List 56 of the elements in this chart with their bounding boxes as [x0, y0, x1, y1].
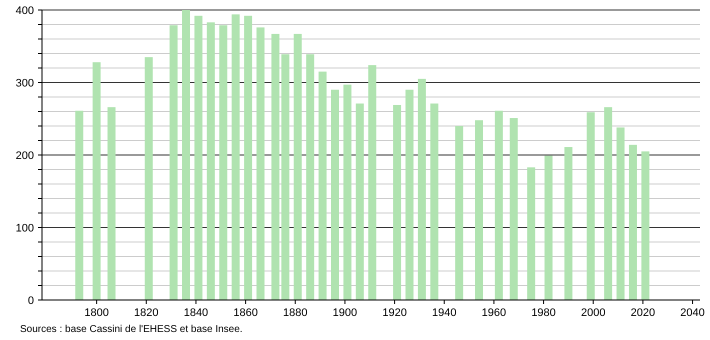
source-note: Sources : base Cassini de l'EHESS et base Insee.: [20, 324, 243, 335]
x-tick-label: 2020: [630, 307, 656, 319]
bar: [616, 127, 625, 300]
bar: [604, 107, 612, 300]
bar: [405, 90, 414, 300]
bar: [92, 62, 101, 300]
bar: [206, 22, 215, 300]
bar: [182, 10, 190, 300]
y-tick-label: 100: [16, 222, 34, 234]
x-tick-label: 1980: [531, 307, 556, 319]
bar: [641, 151, 650, 300]
bar: [108, 107, 116, 300]
bar: [393, 104, 402, 300]
bar: [418, 78, 426, 300]
x-tick-label: 1920: [382, 307, 407, 319]
bar: [318, 72, 327, 300]
bar: [343, 84, 352, 300]
y-tick-label: 400: [16, 4, 34, 17]
bar: [144, 57, 153, 300]
bar: [544, 156, 553, 300]
bar: [256, 27, 265, 300]
bar: [232, 14, 240, 300]
bar: [281, 54, 290, 300]
bar: [271, 34, 280, 300]
bar: [510, 118, 518, 300]
x-tick-label: 1900: [332, 307, 358, 319]
bar: [494, 110, 503, 300]
bar: [475, 120, 484, 300]
x-tick-label: 1960: [482, 307, 506, 319]
bar: [564, 147, 572, 300]
bar: [170, 25, 178, 300]
bar: [306, 54, 314, 300]
y-tick-label: 200: [16, 150, 34, 162]
bar: [368, 65, 376, 300]
bar: [455, 126, 464, 300]
x-tick-label: 1880: [283, 307, 308, 319]
bar: [586, 112, 595, 300]
x-tick-label: 1800: [84, 307, 109, 319]
bar: [244, 16, 252, 300]
bar: [294, 34, 302, 300]
bar: [194, 16, 202, 300]
x-tick-label: 1840: [184, 307, 208, 319]
bar: [527, 167, 536, 300]
bar: [219, 25, 228, 300]
bar: [330, 90, 339, 300]
x-tick-label: 1940: [432, 307, 456, 319]
y-tick-label: 0: [28, 294, 34, 307]
x-tick-label: 1820: [134, 307, 159, 319]
y-tick-label: 300: [16, 77, 34, 90]
bar: [628, 144, 637, 300]
bar: [356, 104, 364, 300]
bar: [430, 104, 438, 300]
x-tick-label: 1860: [233, 307, 258, 319]
x-tick-label: 2040: [680, 307, 705, 319]
bar: [75, 110, 84, 300]
x-tick-label: 2000: [580, 307, 606, 319]
